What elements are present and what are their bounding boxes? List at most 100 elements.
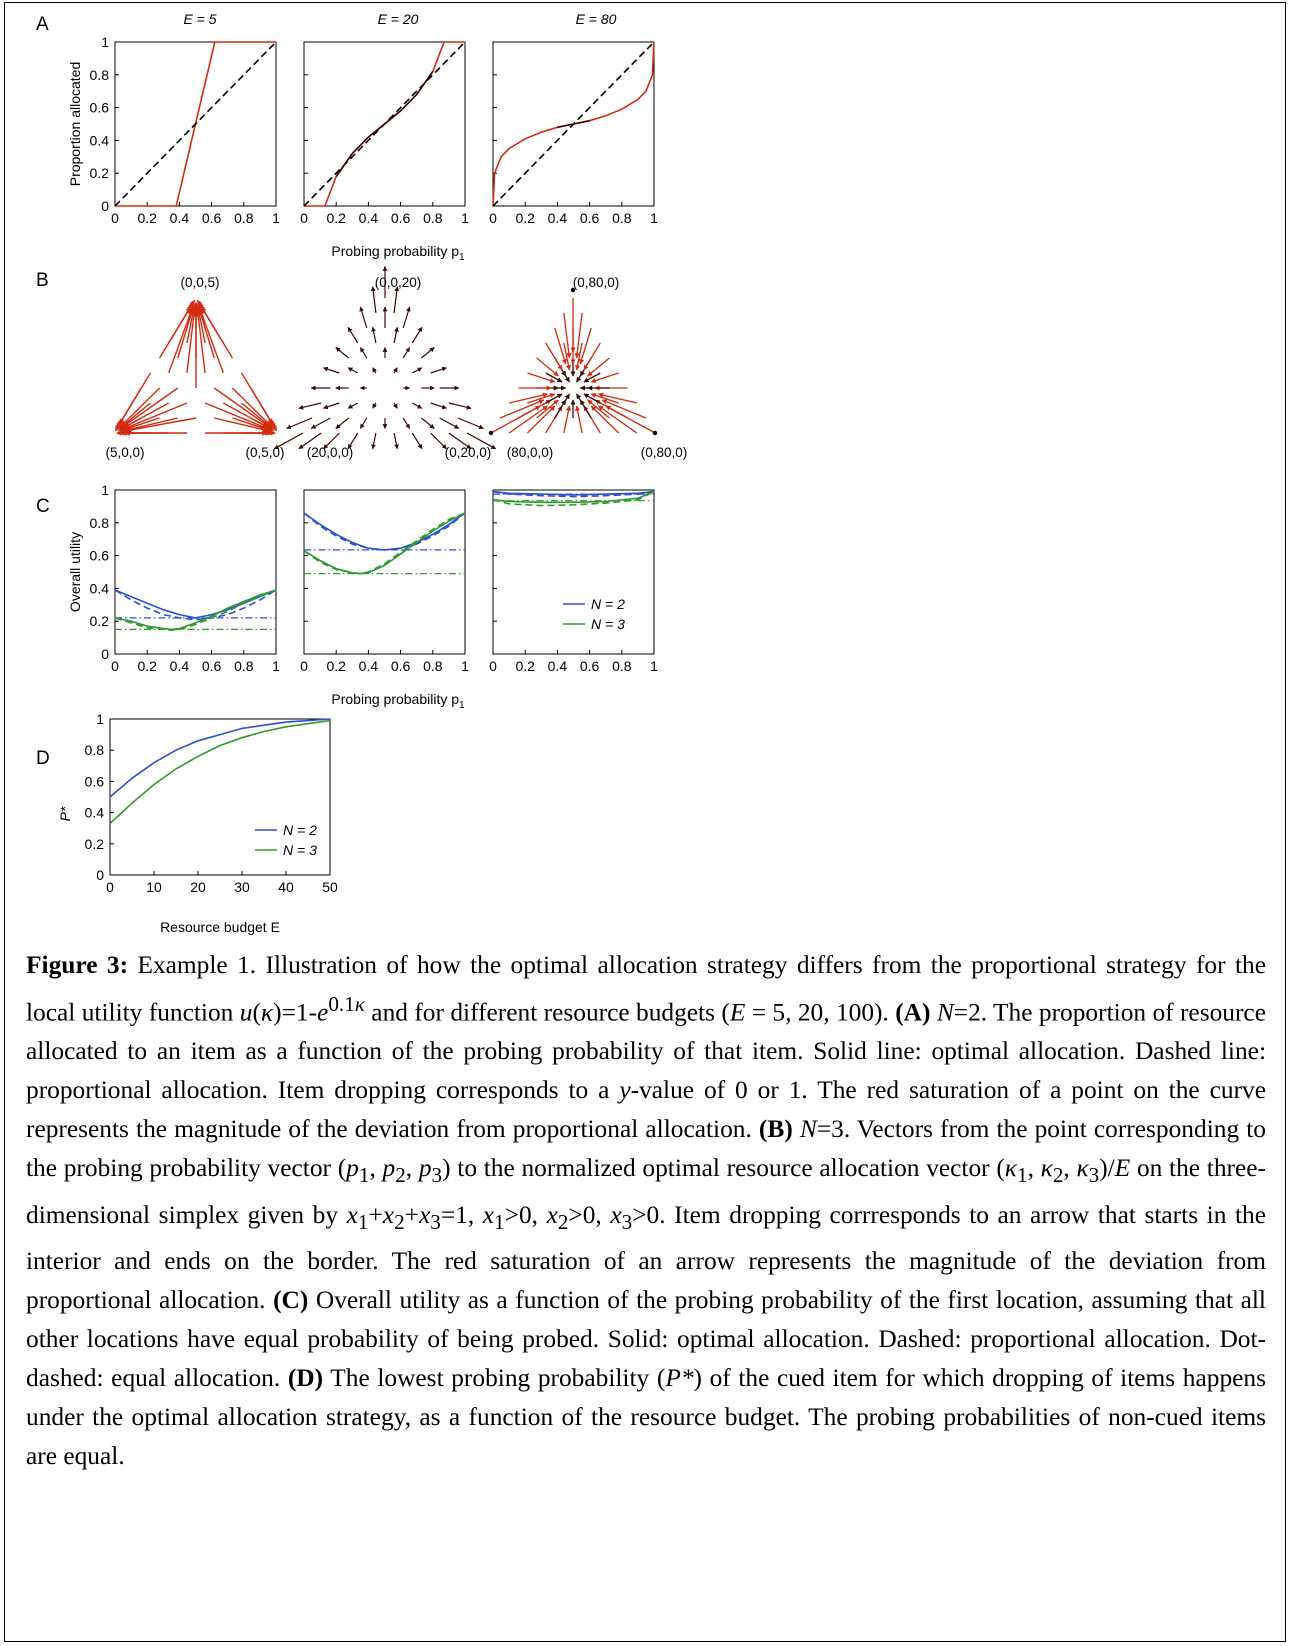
- simplex-2-arrow-16: [335, 417, 349, 429]
- caption-E-1: E: [729, 998, 746, 1027]
- simplex-1-arrow-37: [118, 372, 151, 425]
- caption-p3-sub: 3: [431, 1163, 443, 1188]
- simplex-2-arrow-13: [402, 417, 411, 429]
- x-tick-label-0-2: 0.4: [170, 210, 190, 226]
- simplex-3-arrow-38: [527, 372, 556, 384]
- simplex-2-right-label: (0,20,0): [445, 445, 492, 460]
- panel-d-xlabel: Resource budget E: [160, 919, 280, 935]
- x-tick-label-4-1: 0.2: [326, 658, 346, 674]
- simplex-2-arrow-50: [359, 306, 368, 329]
- x-tick-label-1-5: 1: [461, 210, 469, 226]
- series-core-2: [557, 119, 590, 129]
- x-tick-label-2-0: 0: [489, 210, 497, 226]
- caption-x2: x: [382, 1200, 395, 1229]
- caption-kappa-1: κ: [260, 998, 274, 1027]
- caption-gt0-3: >0: [632, 1200, 660, 1229]
- simplex-3-arrow-48: [579, 327, 592, 365]
- simplex-1-arrow-13: [123, 417, 178, 433]
- simplex-3-arrow-37: [545, 372, 563, 383]
- simplex-2-arrow-20: [430, 402, 447, 410]
- legend-c-label-0: N = 2: [591, 596, 625, 612]
- x-tick-label-3-1: 0.2: [137, 658, 157, 674]
- x-tick-label-0-0: 0: [111, 210, 119, 226]
- simplex-2-arrow-37: [347, 367, 358, 374]
- caption-kappa-2: κ: [354, 992, 365, 1016]
- simplex-2-arrow-33: [430, 366, 447, 374]
- series-line-4-4: [303, 512, 466, 575]
- x-tick-label-5-5: 1: [650, 658, 658, 674]
- legend-d-label-1: N = 3: [283, 842, 317, 858]
- caption-eq1: =1,: [440, 1200, 483, 1229]
- caption-x1: x: [346, 1200, 358, 1229]
- panel-letter-a: A: [36, 14, 49, 35]
- caption-x3-sub: 3: [430, 1209, 441, 1234]
- panel-letter-c: C: [36, 496, 50, 517]
- caption-text-7: )/: [1099, 1154, 1115, 1183]
- panel-a-title-3: E = 80: [576, 11, 617, 27]
- simplex-3-left-label: (80,0,0): [507, 445, 554, 460]
- panel-a-ylabel: Proportion allocated: [67, 62, 83, 187]
- caption-eq-mid: )=1-: [273, 998, 318, 1027]
- y-tick-label-6-2: 0.4: [85, 805, 105, 821]
- x-tick-label-3-3: 0.6: [202, 658, 222, 674]
- axes-frame-0: [114, 41, 277, 207]
- caption-y: y: [619, 1076, 631, 1105]
- y-tick-label-3-5: 1: [101, 482, 109, 498]
- series-line-3-1: [114, 589, 277, 621]
- simplex-2-arrow-1: [448, 432, 472, 450]
- caption-x3b-sub: 3: [621, 1209, 633, 1234]
- panel-c-xlabel-sub: 1: [459, 700, 465, 711]
- simplex-3-arrow-10: [601, 399, 647, 419]
- axes-frame-5: [492, 489, 655, 655]
- simplex-2-arrow-6: [347, 432, 359, 450]
- simplex-2-arrow-18: [286, 417, 313, 430]
- x-tick-label-2-5: 1: [650, 210, 658, 226]
- simplex-2-arrow-42: [359, 347, 368, 359]
- simplex-3-arrow-4: [574, 405, 583, 434]
- x-tick-label-4-4: 0.8: [423, 658, 443, 674]
- caption-text-4: =2. The proportion of resource allocated…: [26, 998, 1266, 1105]
- series-line-4-1: [303, 512, 466, 551]
- simplex-layer: [114, 266, 658, 450]
- caption-x1b-sub: 1: [494, 1209, 505, 1234]
- caption-kappa-4: κ: [1040, 1154, 1053, 1183]
- simplex-1-arrow-26: [231, 387, 272, 427]
- x-tick-label-3-0: 0: [111, 658, 119, 674]
- series-line-4-0: [303, 512, 466, 551]
- series-line-0-1: [114, 41, 277, 207]
- series-line-5-4: [492, 490, 655, 507]
- caption-b: (B): [758, 1115, 793, 1144]
- caption-plus-2: +: [404, 1200, 419, 1229]
- simplex-1-arrow-44: [195, 304, 206, 344]
- x-tick-label-6-0: 0: [106, 879, 114, 895]
- series-line-3-3: [114, 589, 277, 631]
- caption-text-11: The lowest probing probability (: [323, 1363, 666, 1392]
- simplex-1-right-label: (0,5,0): [245, 445, 284, 460]
- simplex-2-arrow-23: [372, 402, 378, 409]
- caption-text-2: and for different resource budgets (: [364, 998, 730, 1027]
- x-tick-label-5-1: 0.2: [515, 658, 535, 674]
- caption-p1: p: [346, 1154, 359, 1183]
- caption-gt0-1: >0,: [504, 1200, 547, 1229]
- simplex-3-arrow-26: [509, 392, 549, 404]
- y-tick-label-0-1: 0.2: [90, 165, 110, 181]
- x-tick-label-0-1: 0.2: [137, 210, 157, 226]
- caption-text-6: =3. Vectors from the point corresponding…: [26, 1115, 1266, 1183]
- simplex-2-arrow-46: [371, 326, 377, 344]
- panel-a-title-1: E = 5: [183, 11, 216, 27]
- simplex-3-arrow-8: [508, 405, 548, 434]
- figure-caption: Figure 3: Example 1. Illustration of how…: [26, 951, 1267, 1470]
- x-tick-label-3-2: 0.4: [170, 658, 190, 674]
- simplex-2-arrow-45: [393, 326, 399, 344]
- caption-text-9: . Item dropping corrresponds to an arrow…: [26, 1200, 1266, 1314]
- panel-c-xlabel: Probing probability p1: [331, 691, 465, 711]
- caption-x3: x: [418, 1200, 431, 1229]
- simplex-3-arrow-22: [576, 393, 583, 404]
- caption-p2-sub: 2: [395, 1163, 406, 1188]
- series-line-6-1: [109, 719, 331, 825]
- caption-text-10: Overall utility as a function of the pro…: [26, 1285, 1266, 1392]
- x-tick-label-2-3: 0.6: [580, 210, 600, 226]
- simplex-2-arrow-9: [273, 432, 304, 450]
- caption-text-3: = 5, 20, 100).: [745, 998, 896, 1027]
- caption-c: (C): [273, 1285, 309, 1314]
